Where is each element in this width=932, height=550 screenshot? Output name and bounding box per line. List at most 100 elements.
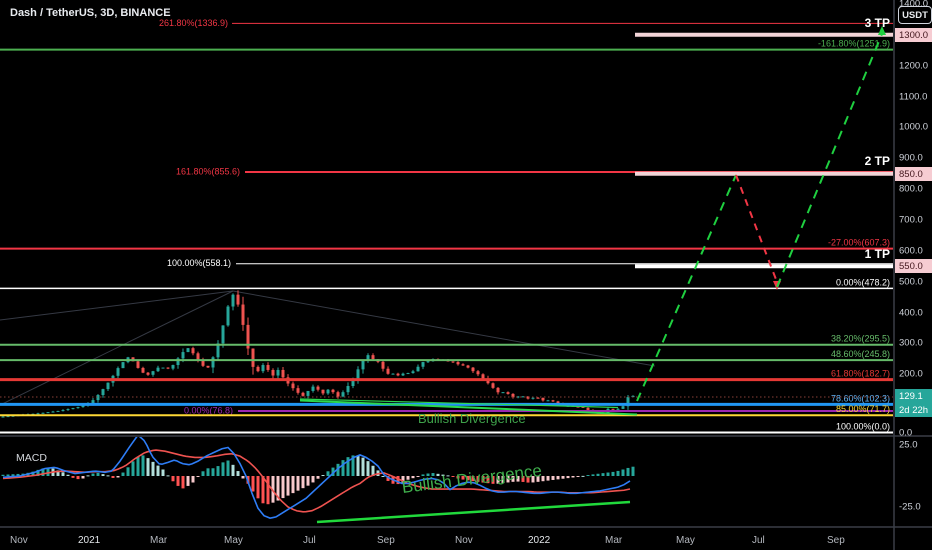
histogram-bar: [611, 471, 615, 476]
histogram-bar: [241, 476, 245, 479]
histogram-bar: [256, 476, 260, 499]
price-tick-label: 1200.0: [899, 61, 928, 72]
candle-body: [386, 368, 390, 374]
candle-body: [151, 371, 155, 375]
fib-label: 261.80%(1336.9): [159, 18, 228, 28]
candle-body: [311, 386, 315, 391]
histogram-bar: [281, 476, 285, 499]
histogram-bar: [321, 475, 325, 477]
candle-body: [61, 410, 65, 412]
candle-body: [66, 409, 70, 411]
candle-body: [211, 357, 215, 368]
time-tick-label: May: [676, 535, 695, 546]
time-tick-label: Nov: [455, 535, 473, 546]
candle-body: [381, 361, 385, 369]
candle-body: [281, 369, 285, 378]
histogram-bar: [426, 473, 430, 476]
candle-body: [576, 406, 580, 408]
price-tick-label: 1000.0: [899, 122, 928, 133]
price-tick-label: 600.0: [899, 246, 923, 257]
histogram-bar: [66, 474, 70, 476]
take-profit-1-label: 1 TP: [864, 247, 890, 261]
histogram-bar: [496, 476, 500, 484]
candle-body: [356, 369, 360, 379]
time-tick-label: May: [224, 535, 243, 546]
candle-body: [301, 392, 305, 396]
histogram-bar: [191, 476, 195, 483]
histogram-bar: [81, 476, 85, 479]
candle-body: [176, 358, 180, 366]
time-axis: Nov 2021 Mar May Jul Sep Nov 2022 Mar May Jul Sep: [10, 535, 845, 546]
candle-body: [506, 392, 510, 394]
candles: [1, 290, 635, 418]
candle-body: [416, 366, 420, 372]
histogram-bar: [176, 476, 180, 486]
price-tick-label: -25.0: [899, 502, 921, 513]
candle-body: [206, 365, 210, 368]
histogram-bar: [71, 476, 75, 478]
histogram-bar: [371, 465, 375, 476]
histogram-bar: [166, 475, 170, 477]
histogram-bar: [601, 473, 605, 476]
take-profit-2-label: 2 TP: [864, 154, 890, 168]
histogram-bar: [346, 457, 350, 476]
histogram-bar: [486, 476, 490, 484]
histogram-bar: [96, 472, 100, 476]
histogram-bar: [521, 476, 525, 482]
fib-levels: 261.80%(1336.9) -161.80%(1251.9) 161.80%(8…: [0, 18, 893, 434]
histogram-bar: [631, 466, 635, 476]
candle-body: [501, 392, 505, 394]
candle-body: [321, 389, 325, 394]
histogram-bar: [181, 476, 185, 489]
histogram-bar: [151, 461, 155, 476]
macd-line: [2, 437, 631, 519]
candle-body: [251, 348, 255, 367]
candle-body: [586, 407, 590, 410]
histogram-bar: [91, 473, 95, 476]
candle-body: [626, 397, 630, 407]
candle-body: [481, 374, 485, 379]
histogram-bar: [396, 476, 400, 485]
candle-body: [546, 400, 550, 402]
histogram-bar: [621, 469, 625, 476]
histogram-bar: [341, 460, 345, 476]
histogram-bar: [591, 474, 595, 476]
histogram-bar: [556, 476, 560, 480]
candle-body: [461, 364, 465, 366]
fan-line: [0, 290, 234, 406]
candle-body: [366, 355, 370, 361]
candle-body: [291, 383, 295, 389]
histogram-bar: [566, 476, 570, 479]
arrowhead-up: [878, 26, 886, 35]
price-tick-label: 300.0: [899, 338, 923, 349]
candle-body: [326, 389, 330, 394]
candle-body: [166, 367, 170, 369]
histogram-bar: [126, 467, 130, 476]
candle-body: [516, 396, 520, 398]
histogram-bar: [46, 467, 50, 476]
candle-body: [531, 397, 535, 399]
candle-body: [246, 324, 250, 349]
histogram-bar: [146, 458, 150, 476]
histogram-bar: [356, 455, 360, 476]
candle-body: [241, 304, 245, 325]
histogram-bar: [551, 476, 555, 480]
time-tick-label: Jul: [752, 535, 765, 546]
candle-body: [106, 382, 110, 390]
candle-body: [536, 397, 540, 399]
fib-label: 85.00%(71.7): [836, 404, 890, 414]
candle-body: [191, 348, 195, 354]
histogram-bar: [501, 476, 505, 484]
candle-body: [361, 360, 365, 370]
currency-unit-badge[interactable]: USDT: [898, 6, 932, 24]
price-tick-label: 700.0: [899, 215, 923, 226]
macd-indicator-label[interactable]: MACD: [16, 452, 47, 464]
histogram-bar: [386, 476, 390, 481]
histogram-bar: [491, 476, 495, 484]
histogram-bar: [251, 476, 255, 492]
candle-body: [426, 361, 430, 363]
histogram-bar: [446, 475, 450, 477]
histogram-bar: [401, 476, 405, 483]
